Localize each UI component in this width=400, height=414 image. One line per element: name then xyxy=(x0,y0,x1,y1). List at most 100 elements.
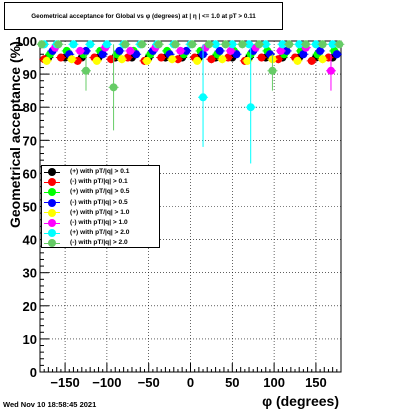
legend-marker xyxy=(48,239,56,248)
legend-marker xyxy=(48,229,56,238)
legend-entry: (+) with pT/|q| > 2.0 xyxy=(42,228,159,238)
series-4 xyxy=(41,55,328,65)
data-point xyxy=(92,56,101,65)
data-point xyxy=(154,40,163,49)
data-point xyxy=(232,50,241,59)
x-tick-label: 0 xyxy=(187,375,194,390)
x-tick-label: −100 xyxy=(92,375,121,390)
legend-entry: (+) with pT/|q| > 1.0 xyxy=(42,208,159,218)
legend-label: (+) with pT/|q| > 1.0 xyxy=(70,208,130,216)
data-point xyxy=(221,40,230,49)
data-point xyxy=(246,103,255,112)
legend-marker xyxy=(48,188,56,197)
data-point xyxy=(318,40,327,49)
data-point xyxy=(261,40,270,49)
legend-label: (-) with pT/|q| > 2.0 xyxy=(70,239,128,247)
data-point xyxy=(126,46,135,55)
legend-marker xyxy=(48,168,56,176)
data-point xyxy=(307,56,316,65)
data-point xyxy=(117,55,126,64)
y-tick-label: 90 xyxy=(23,67,37,82)
data-point xyxy=(56,53,65,62)
data-point xyxy=(204,40,213,49)
legend-entry: (+) with pT/|q| > 0.1 xyxy=(42,167,159,177)
chart-title: Geometrical acceptance for Global vs φ (… xyxy=(31,12,256,20)
data-point xyxy=(176,46,185,55)
data-point xyxy=(157,53,166,62)
data-point xyxy=(54,40,63,49)
legend-label: (+) with pT/|q| > 2.0 xyxy=(70,229,130,237)
data-point xyxy=(282,46,291,55)
data-point xyxy=(238,40,247,49)
data-point xyxy=(98,50,107,59)
data-point xyxy=(109,83,118,92)
data-point xyxy=(86,40,95,49)
data-point xyxy=(211,40,220,49)
y-tick-label: 30 xyxy=(23,266,37,281)
x-tick-label: 150 xyxy=(305,375,327,390)
data-point xyxy=(188,40,197,49)
data-point xyxy=(81,66,90,75)
legend-entry: (-) with pT/|q| > 1.0 xyxy=(42,218,159,228)
x-axis-label: φ (degrees) xyxy=(262,393,339,409)
timestamp: Wed Nov 10 18:58:45 2021 xyxy=(3,400,97,409)
data-point xyxy=(76,46,85,55)
series-5 xyxy=(50,43,336,91)
data-point xyxy=(218,55,227,64)
y-tick-label: 80 xyxy=(23,100,37,115)
data-point xyxy=(173,55,182,64)
y-tick-label: 70 xyxy=(23,133,37,148)
data-point xyxy=(138,40,147,49)
legend-label: (+) with pT/|q| > 0.5 xyxy=(70,188,130,196)
data-point xyxy=(257,53,266,62)
data-point xyxy=(278,40,287,49)
data-point xyxy=(243,56,252,65)
y-tick-label: 20 xyxy=(23,299,37,314)
data-point xyxy=(115,46,124,55)
legend-entry: (-) with pT/|q| > 2.0 xyxy=(42,238,159,248)
data-point xyxy=(332,50,341,59)
data-point xyxy=(121,40,130,49)
legend: (+) with pT/|q| > 0.1 (-) with pT/|q| > 0… xyxy=(41,165,160,248)
data-point xyxy=(81,46,90,55)
x-axis-ticks: −150 −100 −50 0 50 100 150 xyxy=(43,363,342,390)
data-point xyxy=(143,56,152,65)
series-3 xyxy=(47,46,342,59)
legend-label: (-) with pT/|q| > 1.0 xyxy=(70,219,128,226)
data-point xyxy=(228,40,237,49)
legend-marker xyxy=(48,198,56,207)
data-point xyxy=(182,46,191,55)
data-point xyxy=(318,55,327,64)
legend-label: (-) with pT/|q| > 0.1 xyxy=(70,178,128,186)
data-point xyxy=(335,40,344,49)
data-point xyxy=(226,46,235,55)
x-tick-label: −150 xyxy=(50,375,79,390)
x-tick-label: 100 xyxy=(263,375,285,390)
data-point xyxy=(285,40,294,49)
data-point xyxy=(328,40,337,49)
data-point xyxy=(293,56,302,65)
data-point xyxy=(171,40,180,49)
x-tick-label: 50 xyxy=(225,375,239,390)
data-point xyxy=(316,46,325,55)
y-tick-label: 40 xyxy=(23,233,37,248)
legend-marker xyxy=(48,219,56,227)
series-7 xyxy=(36,40,345,131)
data-point xyxy=(311,40,320,49)
data-point xyxy=(274,55,283,64)
y-tick-label: 50 xyxy=(23,200,37,215)
data-point xyxy=(215,46,224,55)
data-point xyxy=(168,55,177,64)
data-point xyxy=(207,55,216,64)
data-point xyxy=(295,40,304,49)
data-point xyxy=(193,56,202,65)
data-point xyxy=(132,50,141,59)
legend-marker xyxy=(48,208,56,217)
data-point xyxy=(37,40,46,49)
legend-label: (-) with pT/|q| > 0.5 xyxy=(70,198,128,206)
data-point xyxy=(102,40,111,49)
data-point xyxy=(42,56,51,65)
data-point xyxy=(299,50,308,59)
data-point xyxy=(69,40,78,49)
legend-entry: (-) with pT/|q| > 0.5 xyxy=(42,198,159,208)
